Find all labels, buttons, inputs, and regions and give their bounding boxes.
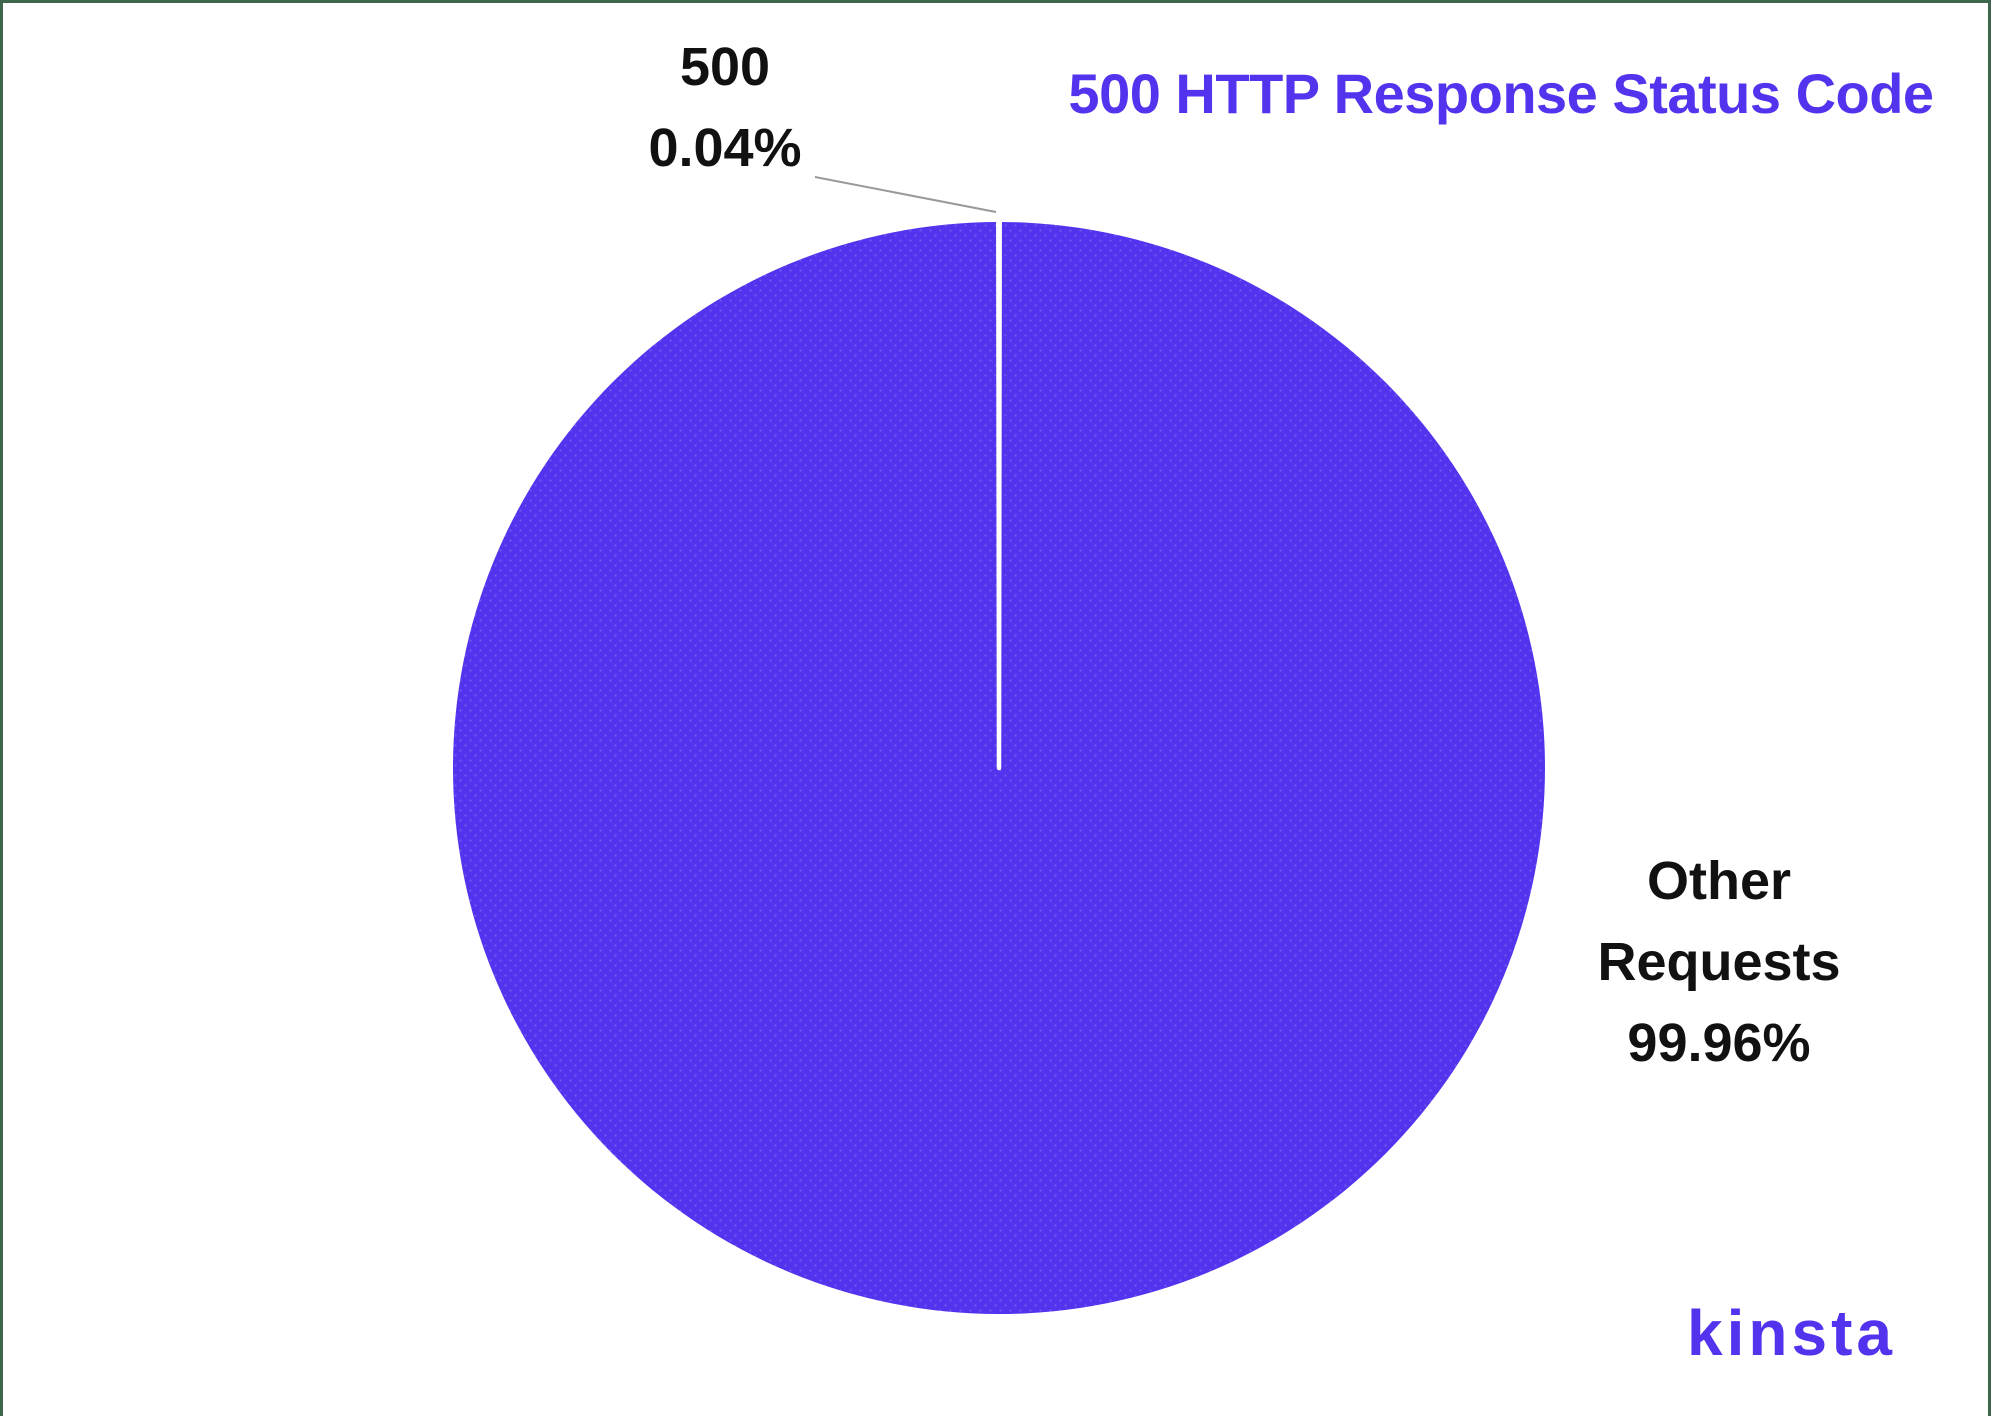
callout-other-line1: Other	[1646, 851, 1792, 911]
pie-chart-svg	[453, 176, 1545, 1314]
pie-slice-500	[996, 219, 1002, 771]
callout-500-label: 500	[679, 37, 771, 97]
callout-leader-line	[814, 176, 997, 213]
callout-500: 500 0.04%	[648, 27, 801, 189]
kinsta-logo: kinsta	[1687, 1297, 1896, 1369]
callout-other-percent: 99.96%	[1627, 1013, 1811, 1073]
chart-title: 500 HTTP Response Status Code	[1068, 62, 1934, 125]
callout-other-requests: Other Requests 99.96%	[1597, 841, 1840, 1084]
callout-500-percent: 0.04%	[648, 118, 802, 178]
callout-other-line2: Requests	[1597, 932, 1841, 992]
